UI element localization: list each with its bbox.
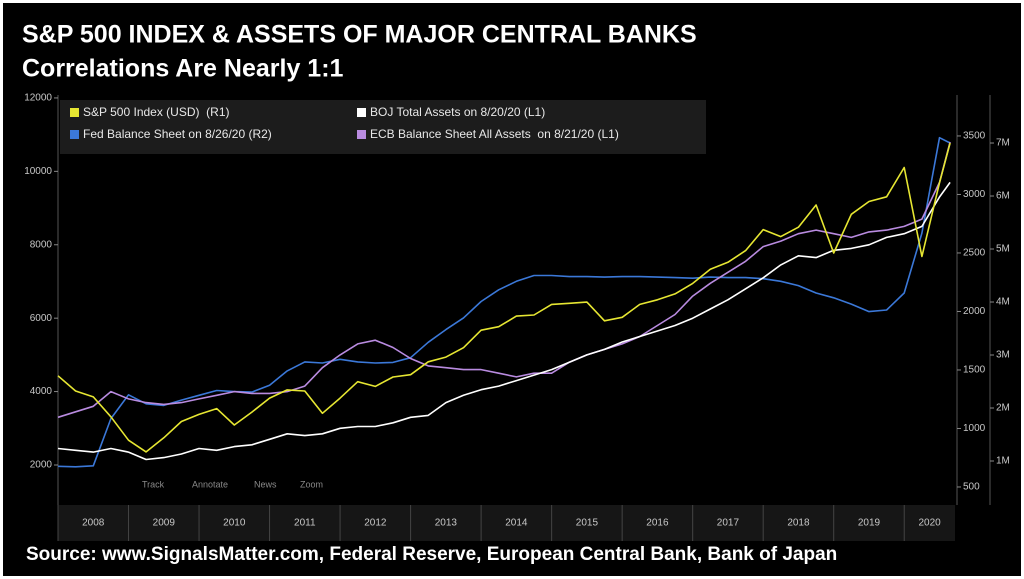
x-axis-strip [58,505,955,541]
x-tick-label: 2010 [223,518,246,529]
series-line [57,181,951,461]
legend-label: Fed Balance Sheet on 8/26/20 (R2) [83,127,272,141]
x-tick-label: 2016 [646,518,669,529]
toolbar-item[interactable]: Track [142,479,165,489]
x-tick-label: 2020 [918,518,941,529]
y3-tick-label: 1M [996,456,1010,467]
x-tick-label: 2011 [294,518,316,529]
toolbar-item[interactable]: Zoom [300,479,323,489]
x-tick-label: 2015 [576,518,599,529]
y3-tick-label: 7M [996,138,1010,149]
y-tick-label: 8000 [30,239,53,250]
series-line [57,136,951,468]
y2-tick-label: 1000 [963,423,986,434]
series-line [57,142,951,453]
y3-tick-label: 3M [996,350,1010,361]
legend-swatch [357,108,366,117]
x-tick-label: 2018 [787,518,810,529]
y3-tick-label: 4M [996,297,1010,308]
y3-tick-label: 6M [996,191,1010,202]
y3-tick-label: 5M [996,244,1010,255]
y2-tick-label: 500 [963,482,980,493]
legend [60,100,706,154]
y2-tick-label: 3000 [963,189,986,200]
y2-tick-label: 2000 [963,306,986,317]
y3-tick-label: 2M [996,403,1010,414]
x-tick-label: 2013 [435,518,458,529]
legend-label: BOJ Total Assets on 8/20/20 (L1) [370,105,545,119]
chart-subtitle: Correlations Are Nearly 1:1 [22,55,344,83]
toolbar-item[interactable]: News [254,479,277,489]
y-tick-label: 4000 [30,386,53,397]
y-tick-label: 6000 [30,313,53,324]
legend-swatch [70,130,79,139]
x-tick-label: 2017 [717,518,740,529]
x-tick-label: 2012 [364,518,387,529]
legend-label: ECB Balance Sheet All Assets on 8/21/20 … [370,127,619,141]
y-tick-label: 10000 [24,166,52,177]
source-note: Source: www.SignalsMatter.com, Federal R… [26,544,837,565]
series-line [57,141,951,419]
x-tick-label: 2019 [858,518,881,529]
y-tick-label: 12000 [24,93,52,104]
y2-tick-label: 1500 [963,365,986,376]
legend-swatch [70,108,79,117]
chart-title: S&P 500 INDEX & ASSETS OF MAJOR CENTRAL … [22,21,697,49]
x-tick-label: 2014 [505,518,528,529]
toolbar-item[interactable]: Annotate [192,479,228,489]
y2-tick-label: 3500 [963,131,986,142]
x-tick-label: 2008 [82,518,105,529]
y-tick-label: 2000 [30,460,53,471]
x-tick-label: 2009 [153,518,176,529]
panel [3,3,1021,576]
legend-swatch [357,130,366,139]
legend-label: S&P 500 Index (USD) (R1) [83,105,230,119]
y2-tick-label: 2500 [963,248,986,259]
